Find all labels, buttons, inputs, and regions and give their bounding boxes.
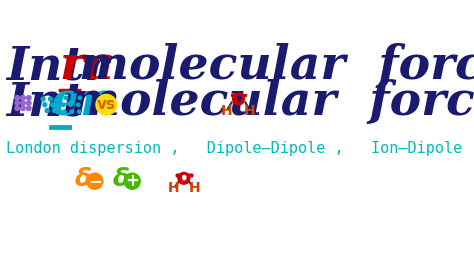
Circle shape bbox=[63, 110, 66, 113]
Circle shape bbox=[15, 95, 19, 100]
Circle shape bbox=[27, 101, 31, 105]
Text: H: H bbox=[168, 181, 179, 195]
Circle shape bbox=[15, 106, 19, 110]
Circle shape bbox=[69, 103, 73, 106]
Text: Intr: Intr bbox=[6, 43, 109, 89]
Circle shape bbox=[21, 95, 25, 100]
Text: H: H bbox=[221, 104, 233, 118]
Circle shape bbox=[53, 109, 56, 113]
Circle shape bbox=[62, 103, 65, 106]
Circle shape bbox=[50, 103, 55, 107]
Circle shape bbox=[15, 101, 19, 105]
Circle shape bbox=[76, 103, 80, 106]
Text: O: O bbox=[179, 172, 189, 185]
Text: H: H bbox=[244, 104, 256, 118]
Circle shape bbox=[78, 96, 82, 99]
Text: er: er bbox=[50, 80, 105, 126]
Text: O: O bbox=[233, 93, 244, 106]
Text: δ: δ bbox=[75, 168, 92, 192]
Text: δ: δ bbox=[112, 168, 129, 192]
Text: Int: Int bbox=[6, 80, 84, 126]
Text: molecular  forces: molecular forces bbox=[79, 43, 474, 89]
Circle shape bbox=[27, 95, 31, 100]
Text: +: + bbox=[125, 172, 139, 190]
Circle shape bbox=[41, 97, 45, 101]
Circle shape bbox=[45, 109, 49, 113]
Text: vs: vs bbox=[97, 97, 116, 112]
Circle shape bbox=[27, 106, 31, 110]
Circle shape bbox=[21, 101, 25, 105]
Text: London dispersion ,   Dipole–Dipole ,   Ion–Dipole: London dispersion , Dipole–Dipole , Ion–… bbox=[6, 142, 462, 156]
Circle shape bbox=[43, 103, 47, 107]
Circle shape bbox=[21, 106, 25, 110]
Circle shape bbox=[48, 97, 53, 101]
Circle shape bbox=[124, 173, 140, 189]
Circle shape bbox=[64, 96, 68, 99]
Circle shape bbox=[78, 110, 81, 113]
Text: −: − bbox=[88, 172, 102, 190]
Text: ra: ra bbox=[60, 43, 115, 89]
Circle shape bbox=[96, 94, 117, 115]
Circle shape bbox=[70, 110, 73, 113]
Text: H: H bbox=[189, 181, 200, 195]
Circle shape bbox=[71, 96, 75, 99]
Text: molecular  forces: molecular forces bbox=[70, 80, 474, 126]
Circle shape bbox=[87, 173, 103, 189]
